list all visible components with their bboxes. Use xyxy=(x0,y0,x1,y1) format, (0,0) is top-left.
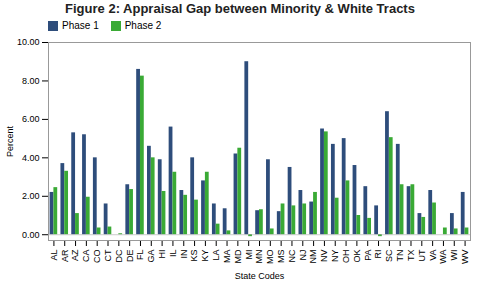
svg-text:NC: NC xyxy=(287,249,297,262)
svg-text:WV: WV xyxy=(460,250,470,265)
svg-text:MD: MD xyxy=(233,249,243,263)
svg-text:MI: MI xyxy=(244,250,254,260)
svg-text:WI: WI xyxy=(449,250,459,261)
svg-text:0.00: 0.00 xyxy=(22,230,40,240)
svg-text:KY: KY xyxy=(200,250,210,262)
html-text:Phase 1: Phase 1 xyxy=(62,20,99,31)
html-text:Figure 2: Appraisal Gap betwee: Figure 2: Appraisal Gap between Minority… xyxy=(65,1,415,16)
svg-text:Percent: Percent xyxy=(5,125,15,157)
svg-text:CO: CO xyxy=(92,250,102,264)
svg-text:UT: UT xyxy=(417,249,427,261)
svg-text:FL: FL xyxy=(135,250,145,261)
svg-text:MO: MO xyxy=(265,250,275,265)
svg-text:NJ: NJ xyxy=(298,250,308,261)
svg-text:SC: SC xyxy=(384,249,394,262)
svg-text:NV: NV xyxy=(319,250,329,263)
svg-text:OH: OH xyxy=(341,250,351,264)
svg-text:CA: CA xyxy=(81,250,91,263)
svg-text:KS: KS xyxy=(189,250,199,262)
svg-text:AZ: AZ xyxy=(70,249,80,261)
svg-text:CT: CT xyxy=(103,249,113,261)
svg-text:MA: MA xyxy=(222,250,232,264)
svg-text:RI: RI xyxy=(373,250,383,259)
svg-text:2.00: 2.00 xyxy=(22,191,40,201)
svg-text:LA: LA xyxy=(211,250,221,261)
svg-text:State Codes: State Codes xyxy=(235,271,285,281)
svg-text:IN: IN xyxy=(179,250,189,259)
svg-text:DC: DC xyxy=(114,249,124,262)
svg-text:4.00: 4.00 xyxy=(22,153,40,163)
svg-text:8.00: 8.00 xyxy=(22,76,40,86)
svg-text:6.00: 6.00 xyxy=(22,114,40,124)
html-text:Phase 2: Phase 2 xyxy=(124,20,162,31)
svg-text:MN: MN xyxy=(254,250,264,264)
svg-text:GA: GA xyxy=(146,250,156,263)
svg-text:TN: TN xyxy=(395,250,405,262)
svg-text:IL: IL xyxy=(168,250,178,258)
svg-text:VA: VA xyxy=(428,250,438,261)
svg-text:PA: PA xyxy=(363,250,373,261)
svg-text:AL: AL xyxy=(49,250,59,261)
svg-text:DE: DE xyxy=(125,250,135,263)
svg-text:NM: NM xyxy=(308,250,318,264)
svg-text:HI: HI xyxy=(157,250,167,259)
svg-text:AR: AR xyxy=(60,249,70,262)
svg-text:NY: NY xyxy=(330,250,340,263)
svg-text:OK: OK xyxy=(352,250,362,263)
svg-text:10.00: 10.00 xyxy=(17,37,40,47)
svg-text:MS: MS xyxy=(276,250,286,264)
svg-text:WA: WA xyxy=(438,250,448,264)
svg-text:TX: TX xyxy=(406,250,416,262)
